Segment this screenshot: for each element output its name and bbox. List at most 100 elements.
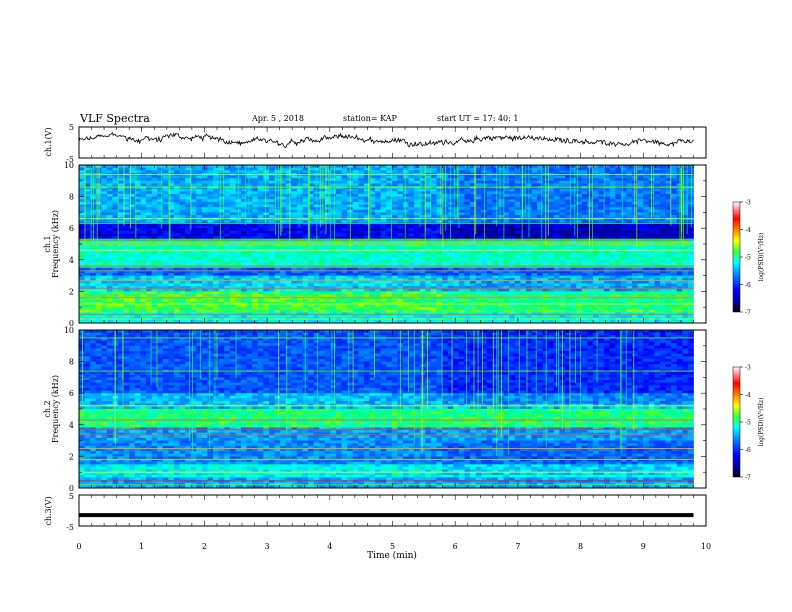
spectrogram-cell <box>291 199 298 203</box>
spectrogram-cell <box>654 188 661 192</box>
spectrogram-cell <box>246 212 253 216</box>
spectrogram-cell <box>509 241 516 245</box>
spectrogram-cell <box>296 241 303 245</box>
spectrogram-cell <box>140 267 147 271</box>
spectrogram-cell <box>185 209 192 213</box>
spectrogram-cell <box>570 204 577 208</box>
spectrogram-cell <box>291 230 298 234</box>
spectrogram-cell <box>548 236 555 240</box>
spectrogram-cell <box>257 275 264 279</box>
spectrogram-cell <box>146 183 153 187</box>
spectrogram-cell <box>570 180 577 184</box>
spectrogram-cell <box>676 251 683 255</box>
spectrogram-cell <box>682 175 689 179</box>
spectrogram-cell <box>341 207 348 211</box>
spectrogram-cell <box>458 212 465 216</box>
spectrogram-cell <box>514 193 521 197</box>
spectrogram-cell <box>168 251 175 255</box>
spectrogram-cell <box>397 191 404 195</box>
spectrogram-cell <box>671 236 678 240</box>
spectrogram-cell <box>112 183 119 187</box>
spectrogram-cell <box>79 201 85 205</box>
spectrogram-cell <box>280 167 287 171</box>
spectrogram-cell <box>330 228 337 232</box>
spectrogram-cell <box>419 265 426 269</box>
spectrogram-cell <box>123 270 130 274</box>
spectrogram-cell <box>620 167 627 171</box>
spectrogram-cell <box>285 215 292 219</box>
spectrogram-cell <box>291 165 298 169</box>
spectrogram-cell <box>296 272 303 276</box>
spectrogram-cell <box>157 186 164 190</box>
spectrogram-cell <box>581 230 588 234</box>
spectrogram-cell <box>224 188 231 192</box>
spectrogram-cell <box>285 244 292 248</box>
spectrogram-cell <box>397 188 404 192</box>
spectrogram-cell <box>291 167 298 171</box>
spectrogram-cell <box>123 272 130 276</box>
spectrogram-cell <box>682 222 689 226</box>
spectrogram-cell <box>218 257 225 261</box>
spectrogram-cell <box>419 188 426 192</box>
spectrogram-cell <box>442 201 449 205</box>
spectrogram-cell <box>257 178 264 182</box>
spectrogram-cell <box>341 272 348 276</box>
spectrogram-cell <box>587 178 594 182</box>
spectrogram-cell <box>564 180 571 184</box>
spectrogram-cell <box>598 220 605 224</box>
spectrogram-cell <box>470 267 477 271</box>
spectrogram-cell <box>419 225 426 229</box>
spectrogram-cell <box>430 236 437 240</box>
spectrogram-cell <box>380 199 387 203</box>
spectrogram-cell <box>157 222 164 226</box>
spectrogram-cell <box>257 193 264 197</box>
spectrogram-cell <box>118 193 125 197</box>
spectrogram-cell <box>559 217 566 221</box>
spectrogram-cell <box>391 246 398 250</box>
spectrogram-cell <box>520 196 527 200</box>
spectrogram-cell <box>531 204 538 208</box>
spectrogram-cell <box>687 241 694 245</box>
spectrogram-cell <box>537 186 544 190</box>
spectrogram-cell <box>213 178 220 182</box>
spectrogram-cell <box>643 196 650 200</box>
spectrogram-cell <box>185 251 192 255</box>
spectrogram-cell <box>620 180 627 184</box>
spectrogram-cell <box>168 186 175 190</box>
spectrogram-cell <box>397 251 404 255</box>
spectrogram-cell <box>335 191 342 195</box>
spectrogram-cell <box>168 209 175 213</box>
spectrogram-cell <box>285 251 292 255</box>
spectrogram-cell <box>581 254 588 258</box>
spectrogram-cell <box>659 215 666 219</box>
spectrogram-cell <box>224 207 231 211</box>
spectrogram-cell <box>419 207 426 211</box>
spectrogram-cell <box>559 275 566 279</box>
spectrogram-cell <box>570 188 577 192</box>
spectrogram-cell <box>397 270 404 274</box>
spectrogram-cell <box>604 270 611 274</box>
spectrogram-cell <box>486 222 493 226</box>
spectrogram-cell <box>185 191 192 195</box>
spectrogram-cell <box>654 201 661 205</box>
spectrogram-cell <box>229 262 236 266</box>
spectrogram-cell <box>129 251 136 255</box>
spectrogram-cell <box>576 180 583 184</box>
spectrogram-cell <box>235 270 242 274</box>
spectrogram-cell <box>643 165 650 169</box>
spectrogram-cell <box>391 230 398 234</box>
spectrogram-cell <box>654 225 661 229</box>
spectrogram-cell <box>280 196 287 200</box>
spectrogram-cell <box>330 220 337 224</box>
spectrogram-cell <box>609 167 616 171</box>
spectrogram-cell <box>162 183 169 187</box>
spectrogram-cell <box>576 275 583 279</box>
spectrogram-cell <box>408 254 415 258</box>
spectrogram-cell <box>564 270 571 274</box>
spectrogram-cell <box>520 175 527 179</box>
spectrogram-cell <box>196 201 203 205</box>
spectrogram-cell <box>654 249 661 253</box>
date-label: Apr. 5 , 2018 <box>252 114 305 123</box>
spectrogram-cell <box>369 262 376 266</box>
spectrogram-cell <box>553 170 560 174</box>
